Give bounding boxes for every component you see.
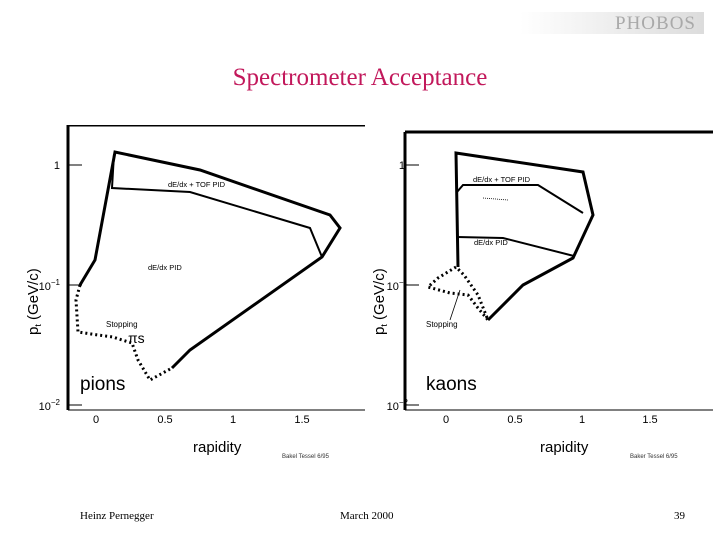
pions-panel-label: pions [80, 374, 125, 395]
slide-title: Spectrometer Acceptance [232, 64, 488, 91]
kaons-annot-tof: dE/dx + TOF PID [473, 175, 531, 184]
pions-ytick-label-1: 1 [54, 160, 60, 172]
pions-ytick-label-0p01: 10−2 [39, 398, 61, 413]
kaons-plot-svg: 1 10−1 10−2 0 0.5 1 1.5 pt (GeV/c) rapid… [371, 130, 713, 456]
pions-xlabel: rapidity [193, 439, 242, 456]
pions-plot-svg: 1 10−1 10−2 0 0.5 1 1.5 pt (GeV/c) rapid… [25, 123, 365, 456]
pions-ylabel: pt (GeV/c) [25, 268, 43, 335]
pions-annot-stopping: Stopping [106, 320, 138, 329]
kaons-ytick-label-1: 1 [399, 160, 405, 172]
pions-dedx-pid-boundary [78, 150, 342, 370]
footer-page: 39 [674, 510, 685, 522]
kaons-panel-label: kaons [426, 374, 477, 395]
kaons-xtick-1: 1 [579, 414, 585, 426]
kaons-plot: 1 10−1 10−2 0 0.5 1 1.5 pt (GeV/c) rapid… [368, 125, 713, 470]
kaons-dedx-boundary [456, 236, 575, 257]
kaons-ylabel: pt (GeV/c) [371, 268, 389, 335]
kaons-ytick-label-0p01: 10−2 [387, 398, 409, 413]
pions-xtick-0: 0 [93, 414, 99, 426]
pions-plot: 1 10−1 10−2 0 0.5 1 1.5 pt (GeV/c) rapid… [20, 123, 365, 470]
pions-annot-tof: dE/dx + TOF PID [168, 180, 226, 189]
kaons-annot-dedx: dE/dx PID [474, 238, 508, 247]
footer-date: March 2000 [340, 510, 394, 522]
kaons-tof-boundary [454, 151, 595, 322]
pions-xtick-0p5: 0.5 [157, 414, 172, 426]
kaons-stopping-pointer [449, 289, 461, 321]
pions-tof-boundary [110, 153, 323, 258]
kaons-tof-helper-line [482, 197, 509, 201]
phobos-logo-text: PHOBOS [615, 13, 696, 34]
phobos-logo: PHOBOS [520, 12, 704, 34]
kaons-xlabel: rapidity [540, 439, 589, 456]
pions-annot-pi: πs [128, 330, 145, 346]
kaons-xtick-0: 0 [443, 414, 449, 426]
pions-xtick-1: 1 [230, 414, 236, 426]
pions-xtick-1p5: 1.5 [294, 414, 309, 426]
pions-stopping-boundary [74, 284, 173, 383]
footer-author: Heinz Pernegger [80, 510, 154, 522]
kaons-annot-stopping: Stopping [426, 320, 458, 329]
kaons-tof-inner [456, 184, 584, 214]
kaons-xtick-1p5: 1.5 [642, 414, 657, 426]
pions-annot-dedx: dE/dx PID [148, 263, 182, 272]
kaons-credit: Baker Tessel 6/95 [630, 454, 678, 460]
pions-credit: Bakel Tessel 6/95 [282, 454, 329, 460]
kaons-stopping-boundary [424, 265, 490, 321]
kaons-xtick-0p5: 0.5 [507, 414, 522, 426]
